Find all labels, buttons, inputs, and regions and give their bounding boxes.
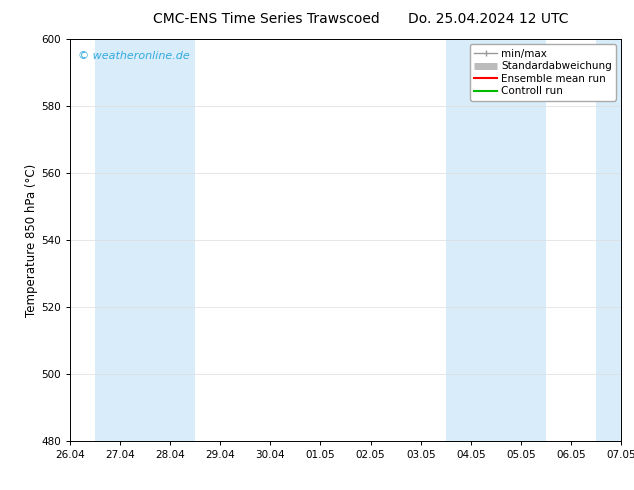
Text: Do. 25.04.2024 12 UTC: Do. 25.04.2024 12 UTC: [408, 12, 569, 26]
Bar: [446, 39, 546, 441]
Legend: min/max, Standardabweichung, Ensemble mean run, Controll run: min/max, Standardabweichung, Ensemble me…: [470, 45, 616, 100]
Bar: [95, 39, 195, 441]
Bar: [596, 39, 634, 441]
Y-axis label: Temperature 850 hPa (°C): Temperature 850 hPa (°C): [25, 164, 38, 317]
Text: CMC-ENS Time Series Trawscoed: CMC-ENS Time Series Trawscoed: [153, 12, 380, 26]
Text: © weatheronline.de: © weatheronline.de: [78, 51, 190, 61]
